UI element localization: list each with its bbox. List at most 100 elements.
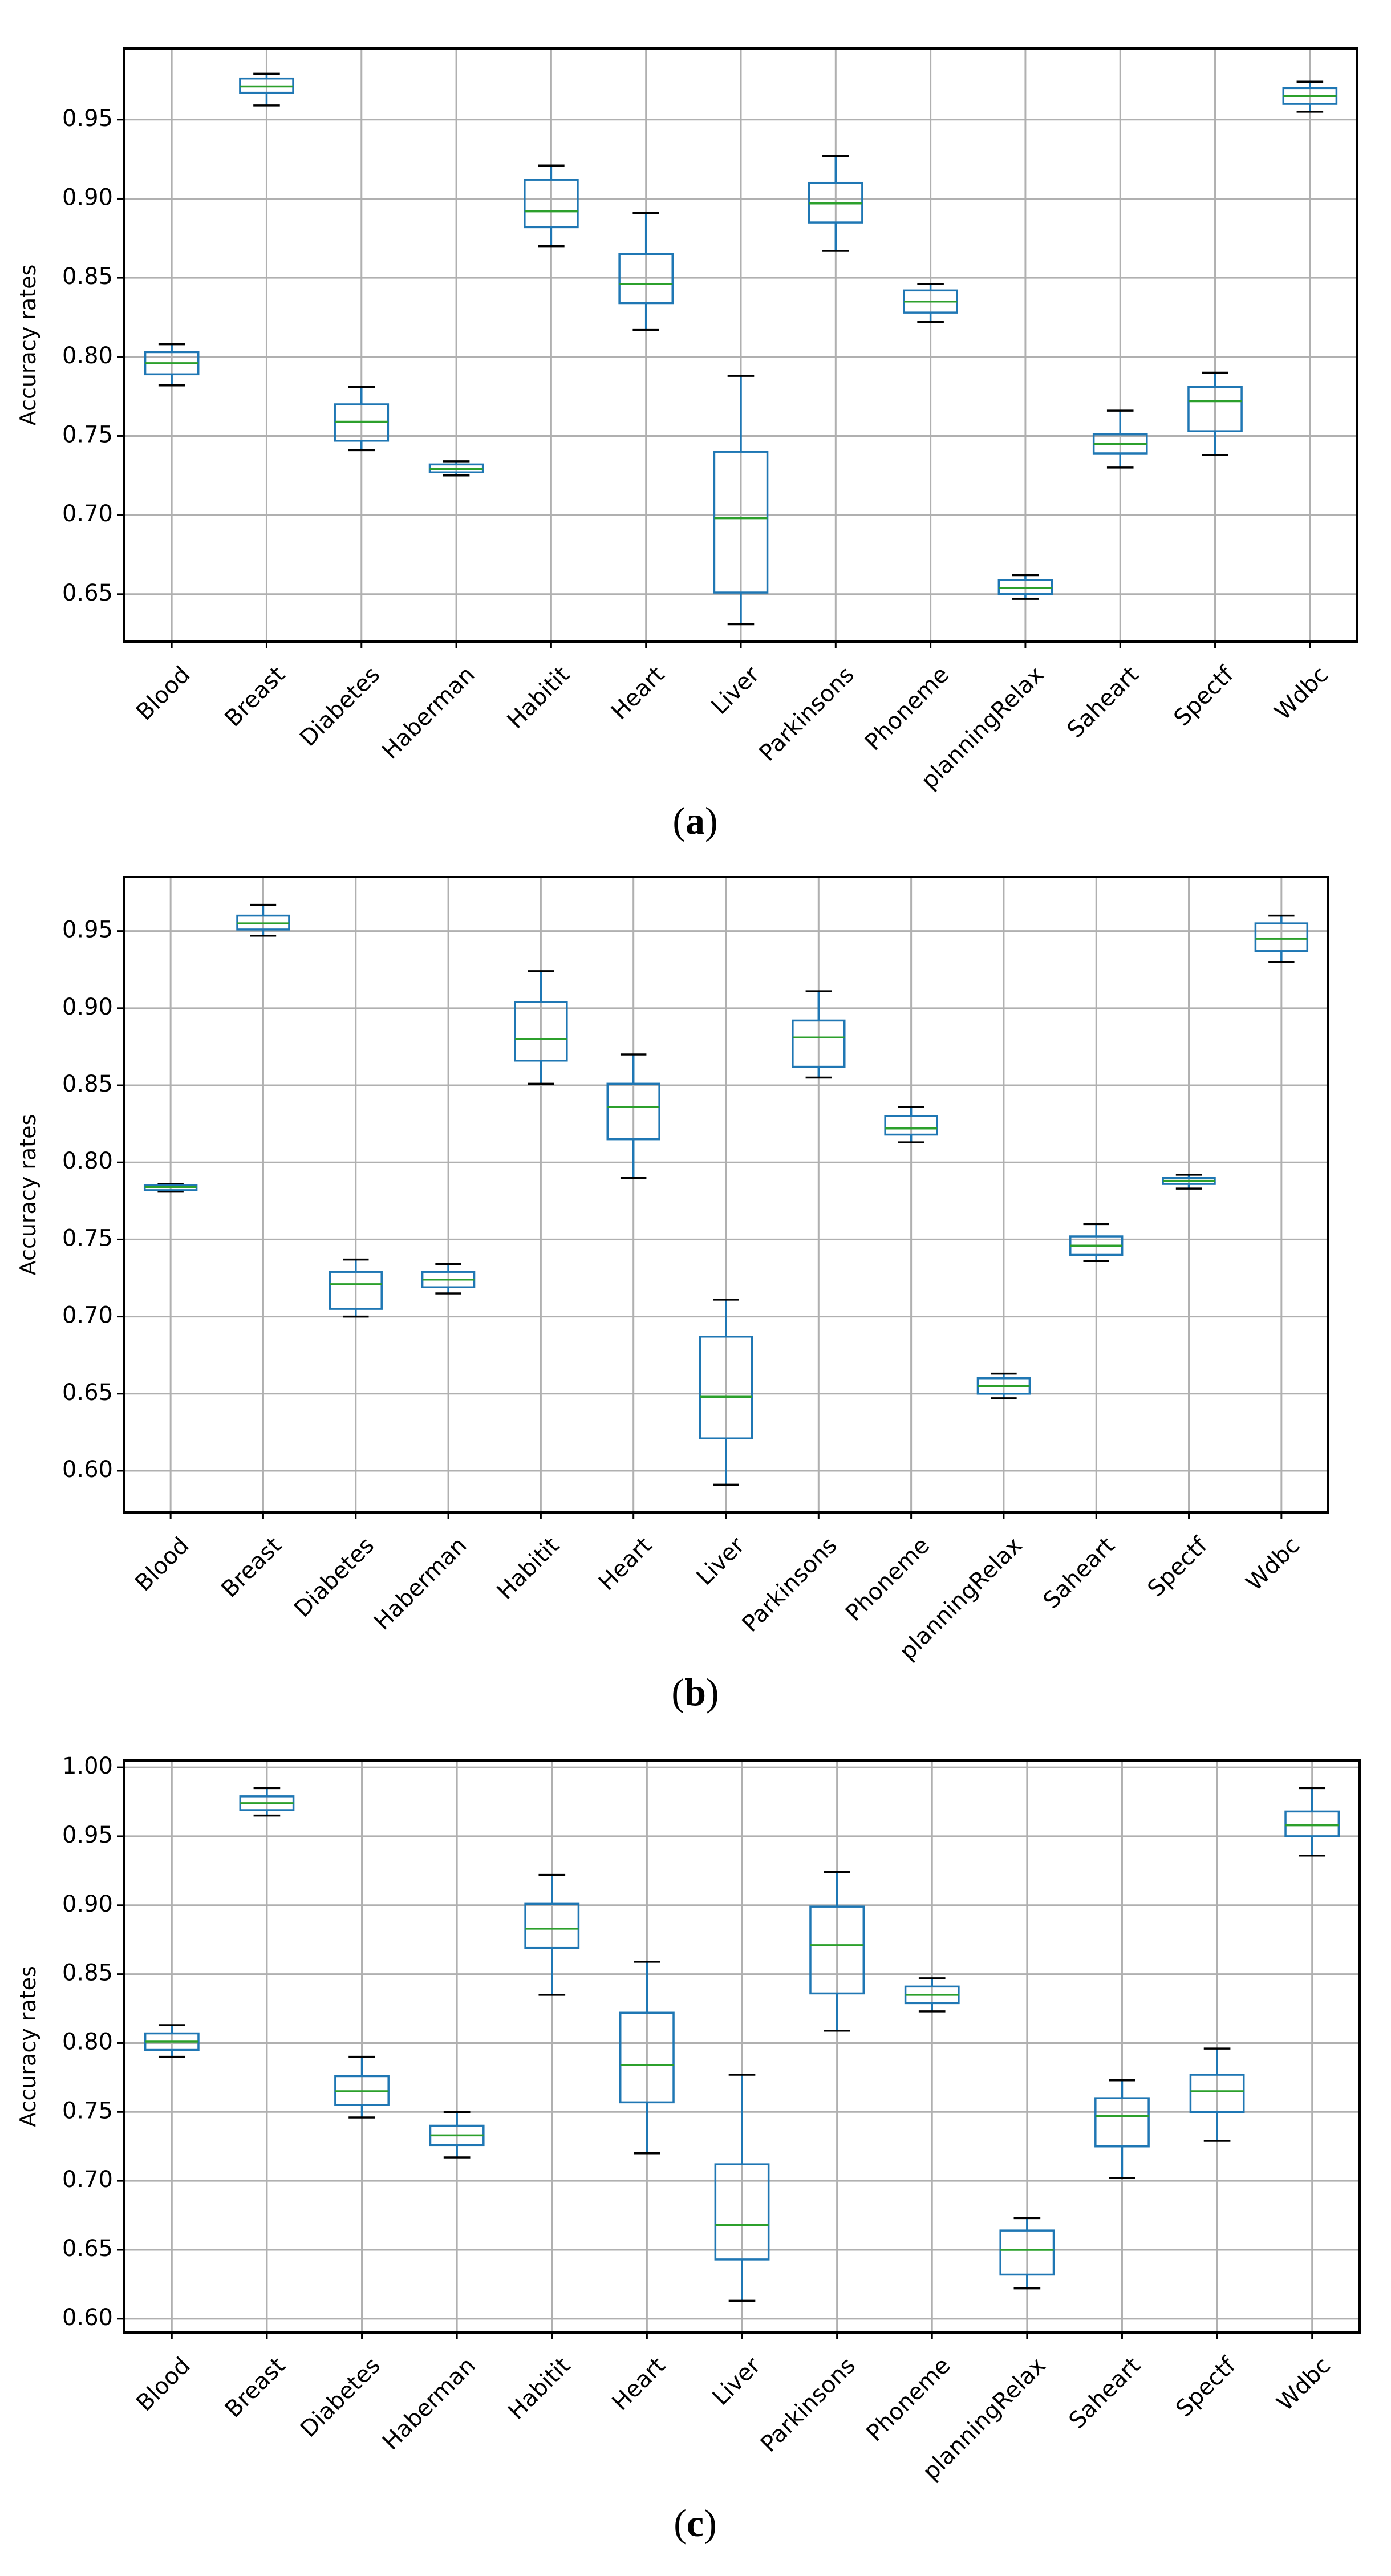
box-iqr <box>1094 2097 1150 2148</box>
y-axis-label: Accuracy rates <box>15 1966 40 2127</box>
x-tick-label: Haberman <box>377 662 480 764</box>
y-tick-label: 0.95 <box>62 917 113 943</box>
box-iqr <box>809 1905 865 1995</box>
panel-caption: (a) <box>672 799 717 842</box>
box-saheart <box>1094 2079 1150 2180</box>
y-tick-label: 0.75 <box>62 421 113 448</box>
box-iqr <box>713 451 769 594</box>
box-wdbc <box>1282 80 1338 113</box>
box-liver <box>699 1299 753 1486</box>
y-tick-label: 1.00 <box>62 1753 113 1779</box>
y-tick-label: 0.95 <box>62 1822 113 1848</box>
box-habitit <box>524 1873 580 1996</box>
box-heart <box>618 212 674 331</box>
box-liver <box>713 375 769 626</box>
box-blood <box>144 2024 200 2058</box>
box-parkinsons <box>809 1871 865 2032</box>
y-tick-label: 0.85 <box>62 263 113 290</box>
box-planningrelax <box>999 2217 1055 2290</box>
x-tick-label: Diabetes <box>289 1532 379 1622</box>
box-haberman <box>428 460 484 477</box>
y-tick-label: 0.70 <box>62 501 113 527</box>
panel-caption: (b) <box>671 1670 719 1714</box>
x-tick-label: Spectf <box>1171 2352 1241 2422</box>
box-wdbc <box>1284 1787 1340 1857</box>
x-tick-label: Wdbc <box>1270 662 1333 725</box>
x-tick-label: Heart <box>606 662 670 725</box>
box-iqr <box>792 1019 846 1068</box>
x-tick-label: Haberman <box>378 2352 480 2455</box>
y-tick-label: 0.80 <box>62 1148 113 1174</box>
box-phoneme <box>884 1106 938 1143</box>
y-tick-label: 0.60 <box>62 2305 113 2331</box>
box-phoneme <box>903 283 958 323</box>
panel-caption: (c) <box>674 2501 717 2545</box>
box-habitit <box>514 970 568 1085</box>
x-tick-label: Parkinsons <box>737 1532 842 1637</box>
x-tick-label: Spectf <box>1169 661 1239 731</box>
x-tick-label: Parkinsons <box>755 662 859 766</box>
y-tick-label: 0.90 <box>62 184 113 210</box>
y-tick-label: 0.60 <box>62 1457 113 1483</box>
chart-panel-c: 0.60 0.65 0.70 0.75 0.80 0.85 0.90 0.95 1.00 Accu… <box>15 1753 1361 2545</box>
box-spectf <box>1162 1174 1216 1190</box>
x-tick-label: Habitit <box>502 662 575 734</box>
y-tick-label: 0.70 <box>62 1303 113 1329</box>
box-parkinsons <box>792 990 846 1079</box>
box-heart <box>606 1053 660 1179</box>
x-tick-label: Heart <box>594 1532 657 1596</box>
box-diabetes <box>329 1258 383 1318</box>
x-tick-label: Heart <box>607 2352 671 2416</box>
y-tick-label: 0.85 <box>62 1960 113 1986</box>
x-tick-label: Haberman <box>369 1532 472 1635</box>
box-iqr <box>514 1001 568 1062</box>
box-iqr <box>524 1902 580 1949</box>
box-iqr <box>606 1082 660 1141</box>
y-axis-label: Accuracy rates <box>15 1114 40 1276</box>
y-tick-label: 0.85 <box>62 1071 113 1097</box>
x-tick-label: Diabetes <box>295 2352 386 2443</box>
box-spectf <box>1189 2047 1245 2142</box>
box-liver <box>714 2074 770 2302</box>
y-tick-label: 0.75 <box>62 1225 113 1251</box>
box-haberman <box>421 1263 476 1295</box>
box-parkinsons <box>808 155 863 252</box>
box-breast <box>239 1787 295 1817</box>
x-tick-label: Saheart <box>1062 662 1143 743</box>
x-tick-label: Habitit <box>492 1532 565 1605</box>
box-iqr <box>1187 386 1243 432</box>
y-tick-label: 0.65 <box>62 1380 113 1406</box>
box-breast <box>236 903 290 937</box>
box-iqr <box>714 2163 770 2261</box>
x-tick-label: Blood <box>130 1532 194 1596</box>
x-tick-label: Phoneme <box>862 2352 956 2447</box>
box-haberman <box>429 2111 485 2159</box>
x-tick-label: Saheart <box>1064 2352 1146 2434</box>
x-tick-label: Liver <box>692 1532 750 1591</box>
box-phoneme <box>904 1977 960 2013</box>
box-diabetes <box>334 2055 390 2119</box>
x-tick-label: Liver <box>707 662 765 720</box>
box-blood <box>144 343 200 387</box>
box-iqr <box>999 2229 1055 2276</box>
chart-panel-b: 0.60 0.65 0.70 0.75 0.80 0.85 0.90 0.95 Accuracy… <box>15 876 1329 1714</box>
box-iqr <box>884 1115 938 1136</box>
box-wdbc <box>1254 914 1309 963</box>
x-tick-label: Saheart <box>1038 1532 1120 1614</box>
x-tick-label: Phoneme <box>860 662 954 756</box>
x-tick-label: Breast <box>216 1532 287 1603</box>
x-tick-label: Wdbc <box>1272 2352 1336 2416</box>
y-tick-label: 0.90 <box>62 1891 113 1917</box>
x-tick-label: Breast <box>220 2352 291 2423</box>
x-tick-label: Liver <box>708 2352 766 2411</box>
y-axis-label: Accuracy rates <box>15 265 40 426</box>
box-diabetes <box>334 386 390 452</box>
box-heart <box>619 1961 675 2155</box>
box-saheart <box>1092 409 1148 469</box>
y-tick-label: 0.90 <box>62 994 113 1020</box>
y-tick-label: 0.65 <box>62 580 113 606</box>
x-tick-label: Breast <box>220 662 290 732</box>
y-tick-label: 0.75 <box>62 2098 113 2124</box>
x-tick-label: Parkinsons <box>756 2352 861 2457</box>
box-breast <box>239 72 294 107</box>
